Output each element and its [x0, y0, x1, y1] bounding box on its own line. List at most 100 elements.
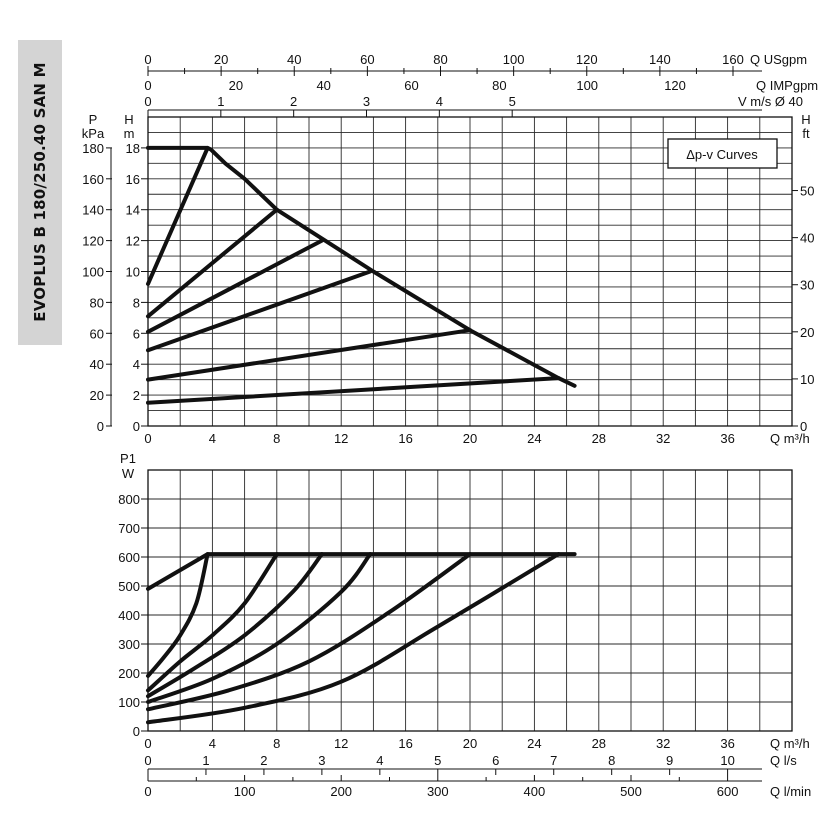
y-tick-label-m: 16: [126, 172, 140, 187]
power-x-tick-label: 8: [273, 736, 280, 751]
ls-tick-label: 7: [550, 753, 557, 768]
velocity-axis-label: V m/s Ø 40: [738, 94, 803, 109]
y-tick-label-kpa: 40: [90, 357, 104, 372]
y-right-tick-label: 0: [800, 419, 807, 434]
power-curve: [146, 552, 561, 725]
x-tick-label: 8: [273, 431, 280, 446]
power-y-tick-label: 700: [118, 521, 140, 536]
impgpm-tick-label: 80: [492, 78, 506, 93]
impgpm-tick-label: 100: [576, 78, 598, 93]
power-x-tick-label: 0: [144, 736, 151, 751]
usgpm-tick-label: 80: [433, 52, 447, 67]
ls-tick-label: 3: [318, 753, 325, 768]
y-tick-label-kpa: 120: [82, 234, 104, 249]
y-right-axis-label: H: [801, 112, 810, 127]
power-chart-frame: [147, 469, 793, 732]
power-x-tick-label: 4: [209, 736, 216, 751]
power-x-tick-label: 20: [463, 736, 477, 751]
lmin-tick-label: 600: [717, 784, 739, 799]
power-curve: [146, 552, 373, 704]
usgpm-tick-label: 40: [287, 52, 301, 67]
y-tick-label-m: 4: [133, 357, 140, 372]
power-x-tick-label: 32: [656, 736, 670, 751]
x-tick-label: 4: [209, 431, 216, 446]
curve-legend-box: [667, 138, 778, 169]
lmin-tick-label: 300: [427, 784, 449, 799]
y-tick-label-m: 14: [126, 203, 140, 218]
power-y-tick-label: 200: [118, 666, 140, 681]
head-curve: [146, 145, 210, 286]
y-tick-label-kpa: 140: [82, 203, 104, 218]
x-tick-label: 24: [527, 431, 541, 446]
y-tick-label-kpa: 100: [82, 265, 104, 280]
usgpm-tick-label: 20: [214, 52, 228, 67]
power-y-axis-unit: W: [122, 466, 135, 481]
y-right-tick-label: 50: [800, 184, 814, 199]
velocity-tick-label: 2: [290, 94, 297, 109]
power-y-tick-label: 600: [118, 550, 140, 565]
usgpm-tick-label: 140: [649, 52, 671, 67]
y-tick-label-kpa: 160: [82, 172, 104, 187]
power-y-tick-label: 500: [118, 579, 140, 594]
ls-axis-label: Q l/s: [770, 753, 797, 768]
y-axis-label-p: P: [89, 112, 98, 127]
y-axis-unit-kpa: kPa: [82, 126, 105, 141]
usgpm-tick-label: 160: [722, 52, 744, 67]
velocity-tick-label: 4: [436, 94, 443, 109]
impgpm-tick-label: 120: [664, 78, 686, 93]
y-tick-label-m: 12: [126, 234, 140, 249]
power-curve: [146, 552, 324, 699]
y-tick-label-m: 0: [133, 419, 140, 434]
lmin-axis-label: Q l/min: [770, 784, 811, 799]
velocity-tick-label: 3: [363, 94, 370, 109]
lmin-tick-label: 200: [330, 784, 352, 799]
ls-tick-label: 6: [492, 753, 499, 768]
y-tick-label-m: 2: [133, 388, 140, 403]
ls-tick-label: 5: [434, 753, 441, 768]
usgpm-tick-label: 0: [144, 52, 151, 67]
y-tick-label-kpa: 0: [97, 419, 104, 434]
ls-tick-label: 1: [202, 753, 209, 768]
curve-legend-label: Δp-v Curves: [686, 147, 758, 162]
power-curve: [146, 552, 210, 678]
power-y-tick-label: 300: [118, 637, 140, 652]
power-y-axis-label: P1: [120, 451, 136, 466]
x-tick-label: 20: [463, 431, 477, 446]
x-tick-label: 36: [720, 431, 734, 446]
y-right-axis-unit: ft: [802, 126, 810, 141]
head-curve: [146, 376, 561, 405]
impgpm-tick-label: 0: [144, 78, 151, 93]
velocity-tick-label: 1: [217, 94, 224, 109]
lmin-tick-label: 400: [524, 784, 546, 799]
y-right-tick-label: 40: [800, 231, 814, 246]
impgpm-axis-label: Q IMPgpm: [756, 78, 818, 93]
head-curve: [146, 207, 279, 319]
y-axis-label-h: H: [124, 112, 133, 127]
title-band: [18, 40, 62, 345]
power-y-tick-label: 0: [133, 724, 140, 739]
y-right-tick-label: 20: [800, 325, 814, 340]
usgpm-tick-label: 60: [360, 52, 374, 67]
power-x-tick-label: 16: [398, 736, 412, 751]
ls-tick-label: 2: [260, 753, 267, 768]
y-tick-label-kpa: 60: [90, 326, 104, 341]
head-curve: [146, 238, 324, 334]
power-y-tick-label: 800: [118, 492, 140, 507]
x-tick-label: 0: [144, 431, 151, 446]
usgpm-tick-label: 100: [503, 52, 525, 67]
y-tick-label-kpa: 20: [90, 388, 104, 403]
velocity-tick-label: 0: [144, 94, 151, 109]
y-tick-label-kpa: 180: [82, 141, 104, 156]
power-x-axis-label: Q m³/h: [770, 736, 810, 751]
power-y-tick-label: 100: [118, 695, 140, 710]
ls-tick-label: 0: [144, 753, 151, 768]
x-tick-label: 28: [592, 431, 606, 446]
head-curve: [146, 145, 577, 388]
usgpm-axis-label: Q USgpm: [750, 52, 807, 67]
power-x-tick-label: 24: [527, 736, 541, 751]
y-right-tick-label: 10: [800, 372, 814, 387]
head-curve: [146, 328, 472, 382]
y-axis-unit-m: m: [124, 126, 135, 141]
power-y-tick-label: 400: [118, 608, 140, 623]
